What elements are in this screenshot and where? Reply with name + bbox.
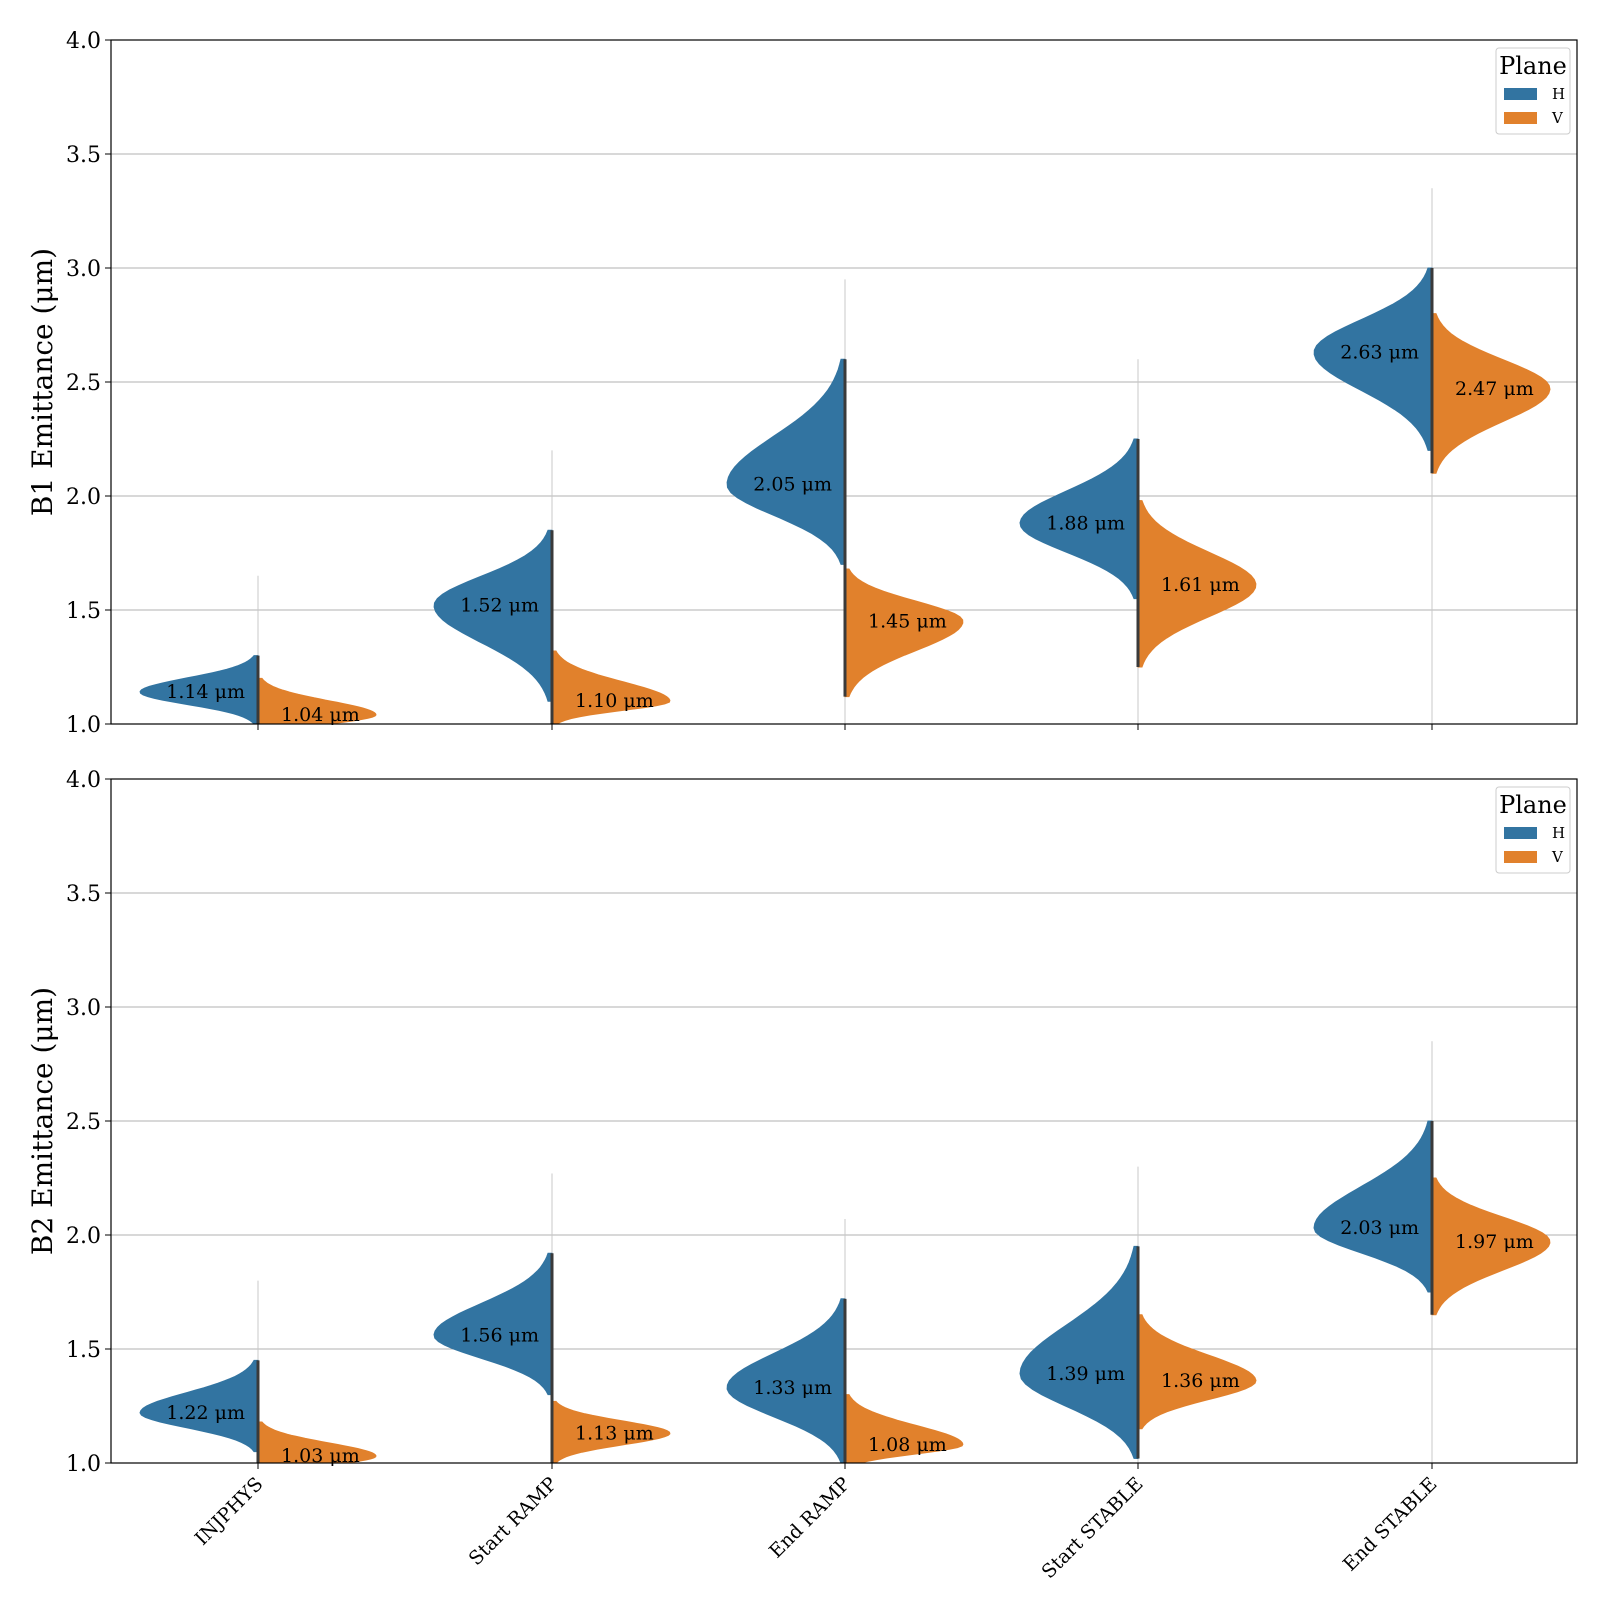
violin-h-1 [433, 1252, 553, 1396]
legend-title: Plane [1499, 52, 1567, 80]
y-tick-label: 2.0 [66, 485, 101, 510]
median-label-v: 1.61 μm [1161, 574, 1240, 596]
y-tick-label: 3.5 [66, 882, 101, 907]
y-tick-label: 2.0 [66, 1224, 101, 1249]
legend-swatch-v [1504, 112, 1537, 124]
median-label-h: 1.39 μm [1046, 1363, 1125, 1385]
violin-h-4 [1313, 1120, 1433, 1293]
x-category-label: INJPHYS [191, 1473, 268, 1550]
chart-panel-2: 1.22 μm 1.56 μm 1.33 μm 1.39 μm 2.03 μm 1.03 … [26, 768, 1578, 1583]
median-label-v: 1.10 μm [575, 690, 654, 712]
median-label-h: 1.56 μm [460, 1324, 539, 1346]
median-label-v: 1.36 μm [1161, 1370, 1240, 1392]
y-tick-label: 1.5 [66, 1338, 101, 1363]
legend-swatch-h [1504, 827, 1537, 839]
y-tick-label: 4.0 [66, 768, 101, 793]
violin-h-2 [726, 1298, 846, 1464]
y-tick-label: 1.5 [66, 599, 101, 624]
median-label-v: 2.47 μm [1455, 378, 1534, 400]
y-tick-label: 2.5 [66, 371, 101, 396]
median-label-h: 1.88 μm [1046, 512, 1125, 534]
violin-v-3 [1137, 1314, 1257, 1430]
violin-v-4 [1431, 313, 1551, 474]
x-category-label: End STABLE [1339, 1473, 1442, 1576]
x-category-label: End RAMP [765, 1473, 855, 1563]
legend-swatch-h [1504, 88, 1537, 100]
violin-v-4 [1431, 1177, 1551, 1316]
y-tick-label: 2.5 [66, 1110, 101, 1135]
violin-v-0 [257, 677, 377, 725]
violin-h-1 [433, 529, 553, 702]
violin-v-2 [844, 568, 964, 698]
legend-label-v: V [1551, 109, 1564, 127]
y-tick-label: 1.0 [66, 713, 101, 738]
violin-h-0 [139, 1359, 259, 1453]
violin-v-2 [844, 1394, 964, 1464]
violin-h-4 [1313, 267, 1433, 451]
y-tick-label: 3.0 [66, 257, 101, 282]
median-label-v: 1.13 μm [575, 1422, 654, 1444]
violin-h-3 [1019, 1245, 1139, 1459]
median-label-v: 1.03 μm [281, 1445, 360, 1467]
median-label-h: 1.14 μm [166, 681, 245, 703]
y-axis-label: B1 Emittance (μm) [26, 248, 59, 516]
y-tick-label: 3.0 [66, 996, 101, 1021]
legend-label-h: H [1552, 824, 1565, 842]
violin-h-2 [726, 358, 846, 565]
y-axis-label: B2 Emittance (μm) [26, 987, 59, 1255]
median-label-h: 2.03 μm [1340, 1217, 1419, 1239]
legend: Plane HV [1495, 786, 1571, 874]
median-label-h: 2.05 μm [753, 474, 832, 496]
violin-v-1 [551, 650, 671, 725]
legend-swatch-v [1504, 851, 1537, 863]
violin-v-3 [1137, 500, 1257, 668]
legend: Plane HV [1495, 47, 1571, 135]
median-label-v: 1.45 μm [868, 610, 947, 632]
legend-title: Plane [1499, 791, 1567, 819]
median-label-h: 2.63 μm [1340, 341, 1419, 363]
violin-h-3 [1019, 438, 1139, 600]
violin-v-0 [257, 1421, 377, 1464]
violin-h-0 [139, 655, 259, 725]
chart-panel-1: 1.14 μm 1.52 μm 2.05 μm 1.88 μm 2.63 μm 1.04 … [26, 29, 1578, 738]
x-category-label: Start STABLE [1038, 1473, 1148, 1583]
y-tick-label: 4.0 [66, 29, 101, 54]
x-category-label: Start RAMP [465, 1473, 562, 1570]
median-label-h: 1.33 μm [753, 1377, 832, 1399]
median-label-v: 1.04 μm [281, 704, 360, 726]
legend-label-v: V [1551, 848, 1564, 866]
y-tick-label: 3.5 [66, 143, 101, 168]
median-label-v: 1.97 μm [1455, 1231, 1534, 1253]
y-tick-label: 1.0 [66, 1452, 101, 1477]
legend-label-h: H [1552, 85, 1565, 103]
median-label-h: 1.22 μm [166, 1402, 245, 1424]
median-label-v: 1.08 μm [868, 1434, 947, 1456]
violin-v-1 [551, 1400, 671, 1464]
median-label-h: 1.52 μm [460, 594, 539, 616]
